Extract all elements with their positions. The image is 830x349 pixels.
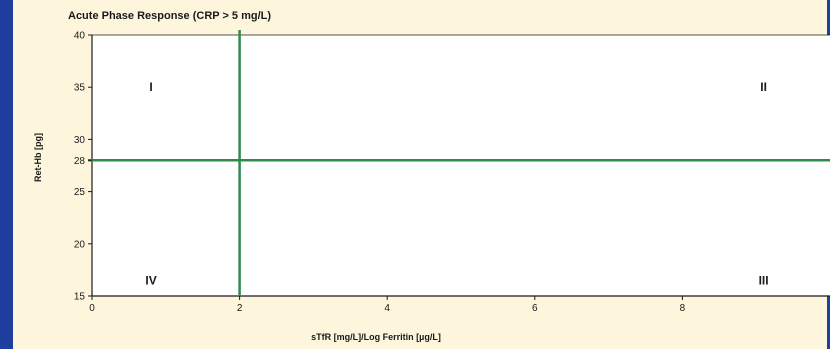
y-tick-label: 35 — [74, 83, 86, 94]
axes — [91, 34, 830, 297]
y-tick-label: 20 — [74, 239, 86, 250]
ticks: 0 2 4 6 8 15 20 25 28 30 35 40 — [74, 31, 686, 315]
x-tick-label: 0 — [89, 303, 95, 314]
y-tick-label: 28 — [74, 156, 86, 167]
y-tick-label: 25 — [74, 187, 86, 198]
x-tick-label: 6 — [532, 303, 538, 314]
y-tick-label: 30 — [74, 135, 86, 146]
y-tick-label: 15 — [74, 292, 86, 303]
quadrant-label: I — [149, 80, 152, 94]
quadrant-label: III — [759, 273, 769, 287]
y-tick-label: 40 — [74, 31, 86, 42]
chart-title: Acute Phase Response (CRP > 5 mg/L) — [68, 10, 272, 22]
x-tick-label: 8 — [680, 303, 686, 314]
left-border — [0, 0, 13, 349]
y-axis-title: Ret-Hb [pg] — [33, 133, 43, 182]
quadrant-label: IV — [145, 273, 156, 287]
quadrant-label: II — [760, 80, 767, 94]
plot-area — [92, 35, 830, 296]
x-tick-label: 4 — [384, 303, 390, 314]
x-tick-label: 2 — [237, 303, 243, 314]
x-axis-title: sTfR [mg/L]/Log Ferritin [µg/L] — [311, 332, 441, 342]
reference-lines — [88, 30, 830, 296]
